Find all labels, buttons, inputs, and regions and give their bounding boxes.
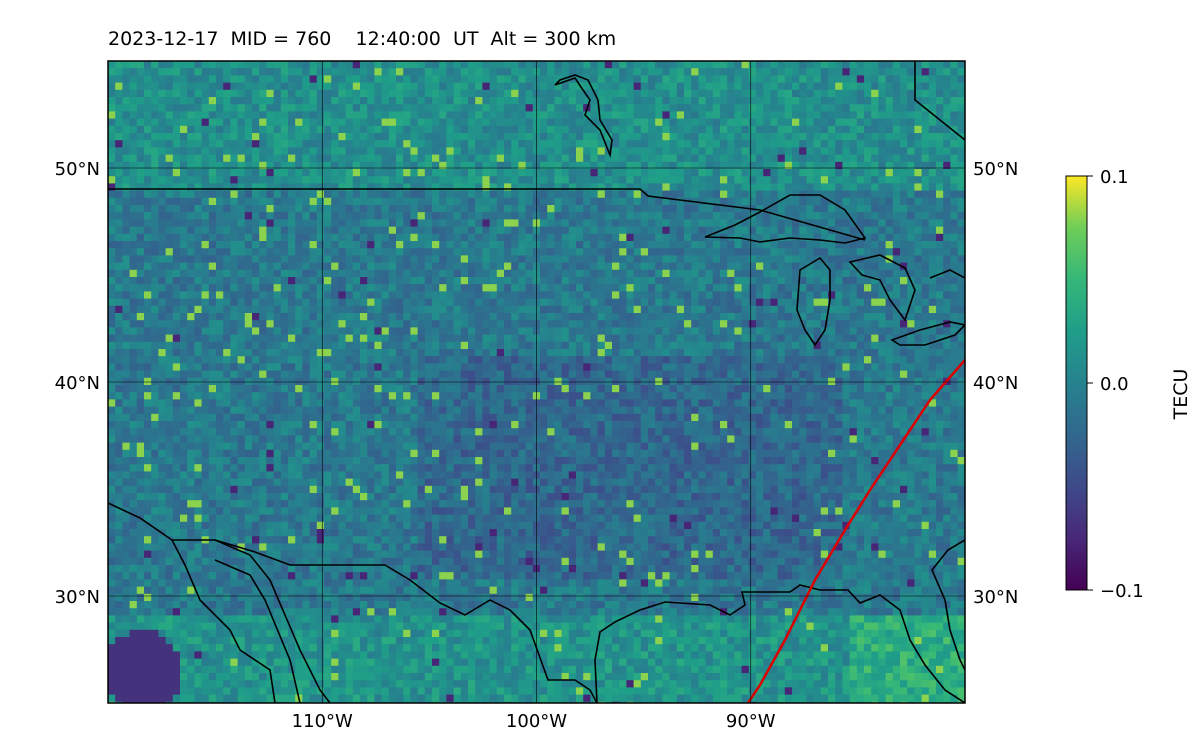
- lake-huron: [848, 254, 916, 322]
- tec-heatmap: [108, 61, 965, 703]
- map-gridlines: [108, 61, 965, 703]
- gulf-coast: [594, 584, 965, 703]
- map-plot-area[interactable]: [108, 61, 973, 710]
- mexico-pacific-coast: [108, 502, 276, 703]
- lake-erie: [890, 321, 965, 346]
- lat-tick-label: 40°N: [55, 373, 100, 394]
- us-canada-border: [108, 188, 866, 241]
- colorbar-tick-label: 0.1: [1100, 167, 1129, 188]
- lat-labels-right: 50°N 40°N 30°N: [973, 159, 1018, 608]
- us-mexico-border: [214, 539, 598, 703]
- lat-tick-label: 30°N: [55, 587, 100, 608]
- lat-tick-label: 30°N: [973, 587, 1018, 608]
- colorbar-ticks: 0.1 0.0 −0.1: [1087, 167, 1144, 602]
- colorbar-gradient: [1065, 175, 1088, 591]
- lon-labels: 110°W 100°W 90°W: [292, 711, 776, 732]
- atlantic-coast: [931, 539, 965, 671]
- lat-tick-label: 40°N: [973, 373, 1018, 394]
- lat-tick-label: 50°N: [973, 159, 1018, 180]
- solar-terminator-line: [746, 359, 965, 703]
- lake-ontario: [929, 269, 965, 279]
- lat-tick-label: 50°N: [55, 159, 100, 180]
- lon-tick-label: 100°W: [506, 711, 567, 732]
- lat-labels-left: 50°N 40°N 30°N: [55, 159, 100, 608]
- lake-michigan: [796, 256, 831, 347]
- canada-coast-ne: [914, 61, 965, 141]
- lon-tick-label: 110°W: [292, 711, 353, 732]
- colorbar: 0.1 0.0 −0.1: [1065, 167, 1144, 602]
- james-bay-coast: [554, 74, 613, 159]
- colorbar-label: TECU: [1170, 368, 1192, 420]
- lake-superior: [704, 194, 867, 244]
- map-title: 2023-12-17 MID = 760 12:40:00 UT Alt = 3…: [108, 28, 617, 50]
- colorbar-tick-label: −0.1: [1100, 581, 1144, 602]
- lon-tick-label: 90°W: [726, 711, 776, 732]
- map-frame: [107, 60, 966, 704]
- coastlines: [108, 61, 965, 703]
- baja-inner: [214, 559, 301, 703]
- colorbar-tick-label: 0.0: [1100, 374, 1129, 395]
